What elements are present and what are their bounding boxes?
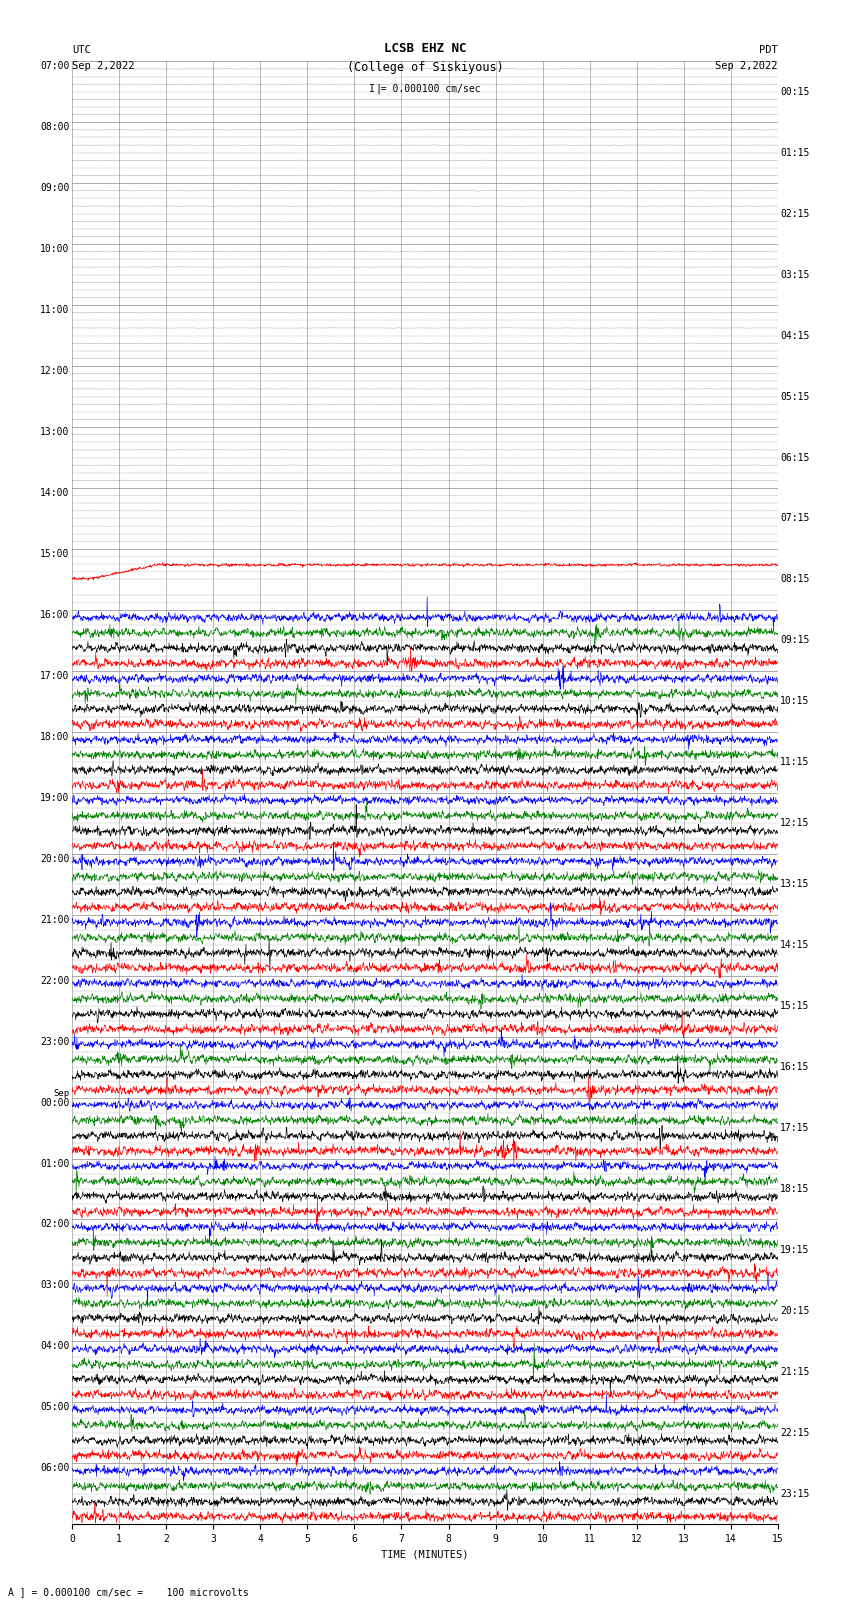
Text: 09:00: 09:00 xyxy=(40,184,70,194)
Text: 22:00: 22:00 xyxy=(40,976,70,986)
Text: 17:15: 17:15 xyxy=(780,1123,810,1132)
Text: 21:00: 21:00 xyxy=(40,915,70,924)
Text: 09:15: 09:15 xyxy=(780,636,810,645)
Text: 13:15: 13:15 xyxy=(780,879,810,889)
Text: LCSB EHZ NC: LCSB EHZ NC xyxy=(383,42,467,55)
Text: Sep 2,2022: Sep 2,2022 xyxy=(715,61,778,71)
Text: UTC: UTC xyxy=(72,45,91,55)
Text: 19:15: 19:15 xyxy=(780,1245,810,1255)
Text: 06:00: 06:00 xyxy=(40,1463,70,1473)
Text: 18:15: 18:15 xyxy=(780,1184,810,1194)
X-axis label: TIME (MINUTES): TIME (MINUTES) xyxy=(382,1550,468,1560)
Text: 01:00: 01:00 xyxy=(40,1158,70,1168)
Text: 05:15: 05:15 xyxy=(780,392,810,402)
Text: 11:00: 11:00 xyxy=(40,305,70,315)
Text: 05:00: 05:00 xyxy=(40,1402,70,1413)
Text: 02:00: 02:00 xyxy=(40,1219,70,1229)
Text: 01:15: 01:15 xyxy=(780,148,810,158)
Text: 04:00: 04:00 xyxy=(40,1342,70,1352)
Text: I = 0.000100 cm/sec: I = 0.000100 cm/sec xyxy=(369,84,481,94)
Text: 12:00: 12:00 xyxy=(40,366,70,376)
Text: 03:15: 03:15 xyxy=(780,269,810,279)
Text: Sep: Sep xyxy=(54,1089,70,1097)
Text: 00:00: 00:00 xyxy=(40,1097,70,1108)
Text: 07:15: 07:15 xyxy=(780,513,810,524)
Text: 08:15: 08:15 xyxy=(780,574,810,584)
Text: 07:00: 07:00 xyxy=(40,61,70,71)
Text: 14:15: 14:15 xyxy=(780,940,810,950)
Text: 04:15: 04:15 xyxy=(780,331,810,340)
Text: 22:15: 22:15 xyxy=(780,1428,810,1437)
Text: 13:00: 13:00 xyxy=(40,427,70,437)
Text: 08:00: 08:00 xyxy=(40,123,70,132)
Text: 15:15: 15:15 xyxy=(780,1002,810,1011)
Text: |: | xyxy=(375,84,382,95)
Text: 06:15: 06:15 xyxy=(780,453,810,463)
Text: 19:00: 19:00 xyxy=(40,794,70,803)
Text: 20:00: 20:00 xyxy=(40,853,70,863)
Text: 03:00: 03:00 xyxy=(40,1281,70,1290)
Text: 23:00: 23:00 xyxy=(40,1037,70,1047)
Text: 10:00: 10:00 xyxy=(40,244,70,255)
Text: PDT: PDT xyxy=(759,45,778,55)
Text: 11:15: 11:15 xyxy=(780,758,810,768)
Text: Sep 2,2022: Sep 2,2022 xyxy=(72,61,135,71)
Text: 20:15: 20:15 xyxy=(780,1307,810,1316)
Text: 00:15: 00:15 xyxy=(780,87,810,97)
Text: (College of Siskiyous): (College of Siskiyous) xyxy=(347,61,503,74)
Text: 16:00: 16:00 xyxy=(40,610,70,619)
Text: 21:15: 21:15 xyxy=(780,1366,810,1378)
Text: 15:00: 15:00 xyxy=(40,548,70,560)
Text: 14:00: 14:00 xyxy=(40,489,70,498)
Text: 10:15: 10:15 xyxy=(780,697,810,706)
Text: A ] = 0.000100 cm/sec =    100 microvolts: A ] = 0.000100 cm/sec = 100 microvolts xyxy=(8,1587,249,1597)
Text: 16:15: 16:15 xyxy=(780,1061,810,1073)
Text: 02:15: 02:15 xyxy=(780,208,810,219)
Text: 12:15: 12:15 xyxy=(780,818,810,827)
Text: 18:00: 18:00 xyxy=(40,732,70,742)
Text: 23:15: 23:15 xyxy=(780,1489,810,1498)
Text: 17:00: 17:00 xyxy=(40,671,70,681)
